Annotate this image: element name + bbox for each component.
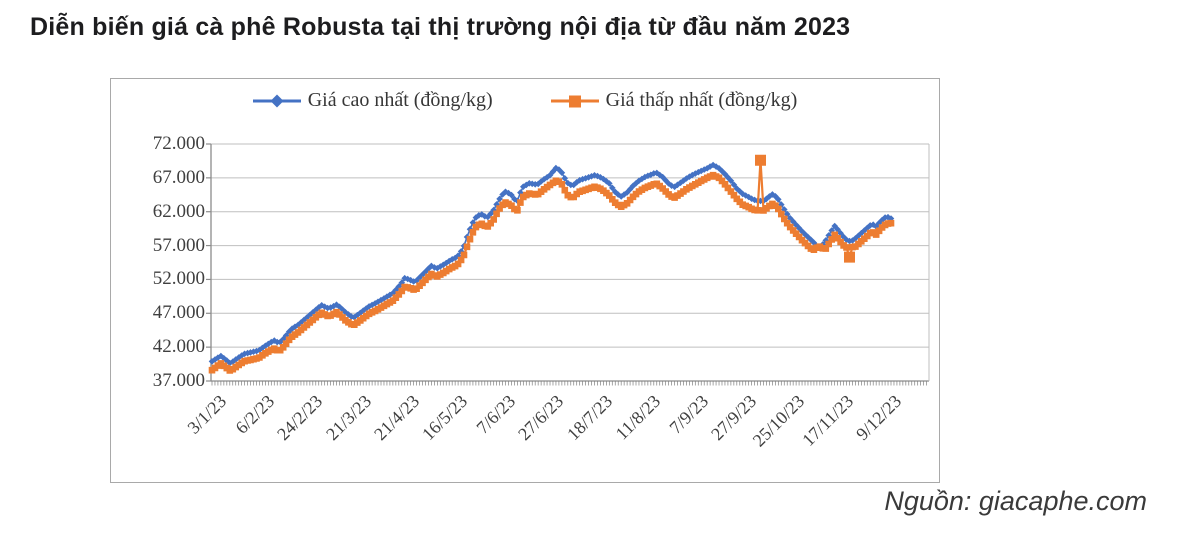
y-axis-label: 67.000 xyxy=(152,166,205,188)
y-axis-label: 42.000 xyxy=(152,336,205,358)
high-series-marker-icon xyxy=(252,94,301,107)
y-axis-label: 62.000 xyxy=(152,200,205,222)
gridlines xyxy=(206,143,930,382)
legend-item-low: Giá thấp nhất (đồng/kg) xyxy=(550,89,798,112)
price-chart-plot xyxy=(206,143,930,386)
page-title: Diễn biến giá cà phê Robusta tại thị trư… xyxy=(30,13,851,41)
low-series-marker-icon xyxy=(550,95,599,107)
y-axis-label: 57.000 xyxy=(152,234,205,256)
series-high xyxy=(208,161,895,367)
y-axis-label: 52.000 xyxy=(152,268,205,290)
y-axis-label: 37.000 xyxy=(152,370,205,391)
chart-legend: Giá cao nhất (đồng/kg) Giá thấp nhất (đồ… xyxy=(111,89,939,112)
legend-item-high: Giá cao nhất (đồng/kg) xyxy=(252,89,493,112)
x-axis-minor-ticks xyxy=(211,381,927,386)
chart-frame: Giá cao nhất (đồng/kg) Giá thấp nhất (đồ… xyxy=(110,78,940,483)
legend-label-low: Giá thấp nhất (đồng/kg) xyxy=(605,89,798,111)
legend-label-high: Giá cao nhất (đồng/kg) xyxy=(307,89,493,111)
series-low xyxy=(208,154,895,374)
y-axis-label: 47.000 xyxy=(152,302,205,324)
y-axis-label: 72.000 xyxy=(152,133,205,154)
source-attribution: Nguồn: giacaphe.com xyxy=(884,486,1147,516)
